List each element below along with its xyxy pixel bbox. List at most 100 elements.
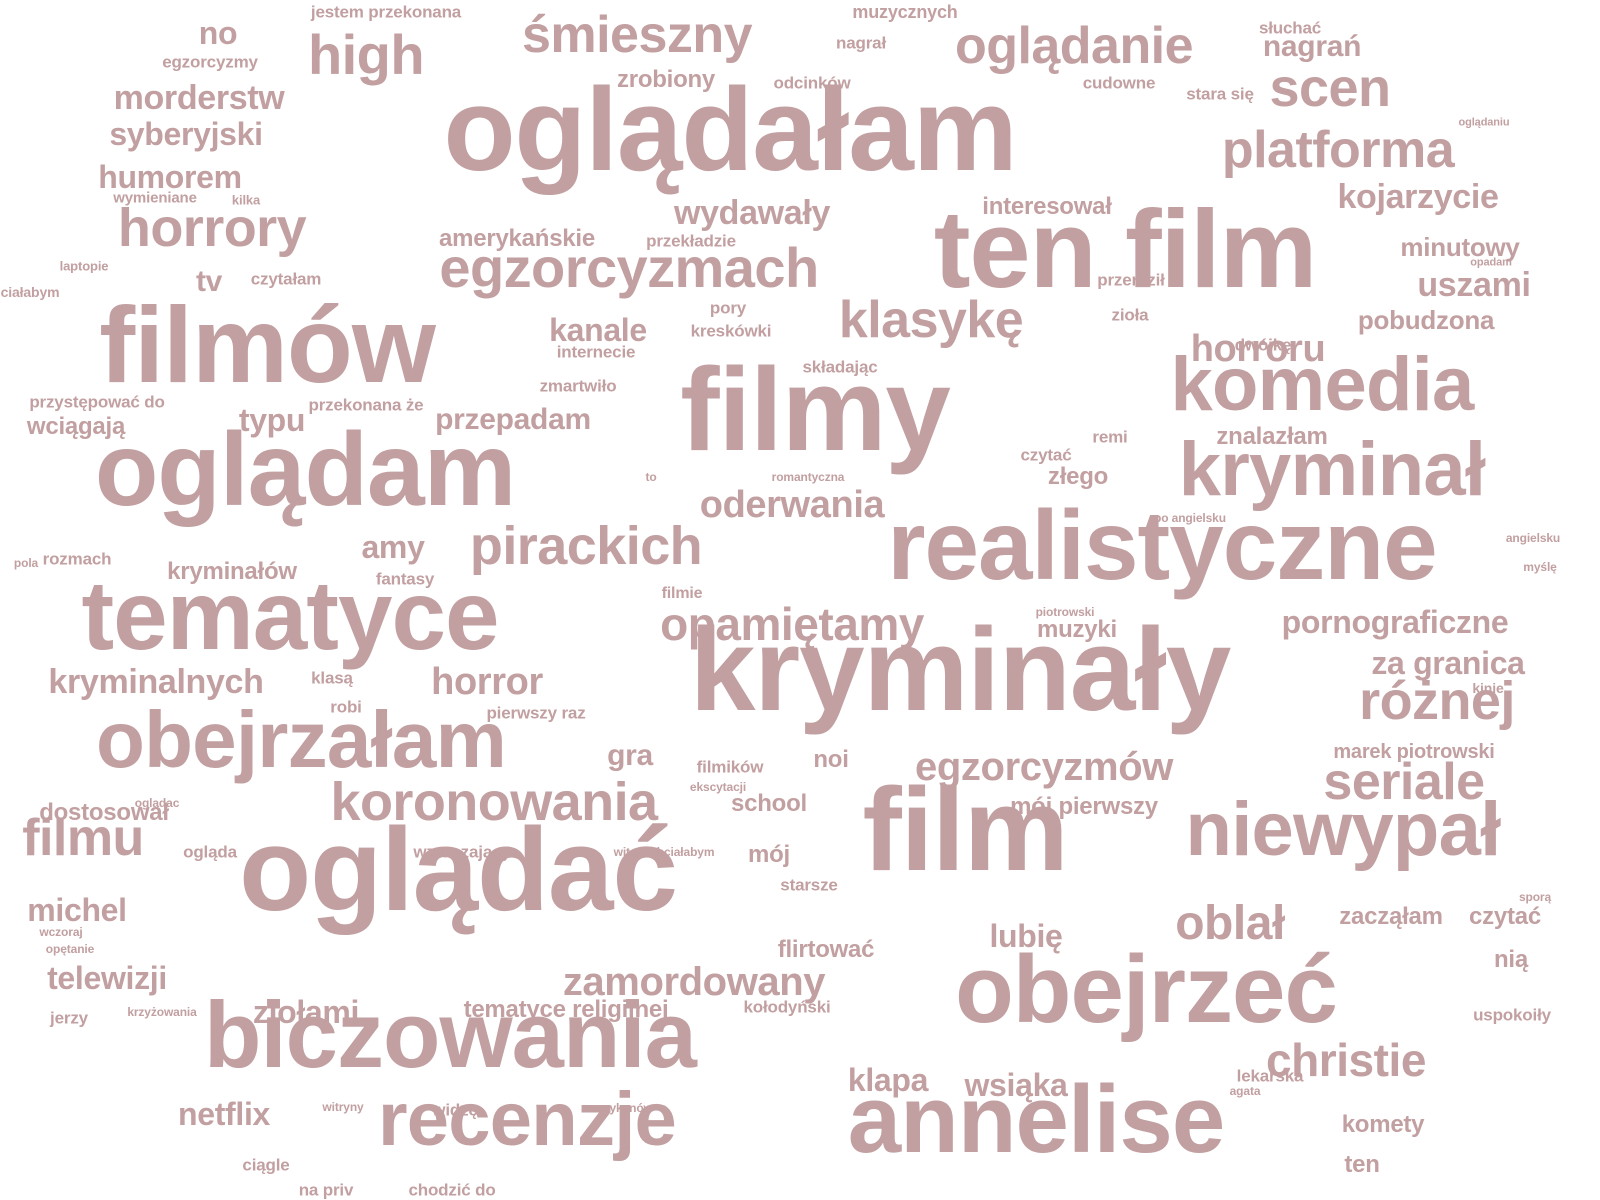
- cloud-word: biczowania: [203, 982, 697, 1087]
- cloud-word: egzorcyzmy: [162, 52, 258, 72]
- cloud-word: klasą: [311, 668, 353, 688]
- cloud-word: komedia: [1170, 342, 1474, 427]
- cloud-word: scen: [1269, 58, 1391, 118]
- cloud-word: śmieszny: [522, 6, 752, 64]
- cloud-word: gra: [607, 739, 653, 772]
- cloud-word: opadam: [1470, 256, 1512, 269]
- cloud-word: uspokoiły: [1473, 1005, 1551, 1025]
- cloud-word: horroru: [1190, 328, 1326, 370]
- cloud-word: wsiąka: [964, 1067, 1068, 1103]
- cloud-word: oderwania: [699, 484, 885, 526]
- cloud-word: romantyczna: [771, 470, 845, 484]
- cloud-word: różnej: [1359, 671, 1515, 731]
- cloud-word: uszami: [1417, 266, 1531, 304]
- cloud-word: oglądałam: [443, 64, 1018, 196]
- cloud-word: ekscytacji: [689, 780, 747, 794]
- cloud-word: starsze: [780, 875, 838, 895]
- cloud-word: filmów: [99, 284, 436, 405]
- cloud-word: złego: [1047, 463, 1109, 490]
- cloud-word: pirackich: [469, 516, 703, 576]
- cloud-word: za granica: [1371, 645, 1525, 681]
- cloud-word: chciałabym: [0, 284, 60, 300]
- cloud-word: po angielsku: [1154, 511, 1226, 525]
- cloud-word: tv: [195, 265, 223, 298]
- cloud-word: kreskówki: [690, 321, 772, 341]
- cloud-word: czytałam: [250, 269, 322, 289]
- cloud-word: witam chciałabym: [613, 845, 715, 859]
- cloud-word: amerykanów: [581, 1101, 653, 1115]
- cloud-word: oglądanie: [954, 17, 1194, 75]
- cloud-word: zrobiony: [616, 66, 716, 93]
- cloud-word: filmików: [696, 757, 764, 777]
- cloud-word: klapa: [847, 1062, 929, 1098]
- cloud-word: pobudzona: [1357, 305, 1495, 335]
- cloud-word: zamordowany: [562, 960, 826, 1004]
- cloud-word: czytać: [1469, 903, 1541, 930]
- cloud-word: cudowne: [1082, 73, 1156, 93]
- cloud-word: ciągle: [242, 1155, 290, 1175]
- cloud-word: chodzić do: [408, 1180, 496, 1200]
- cloud-word: wzruszający: [413, 842, 511, 862]
- cloud-word: oblał: [1175, 897, 1285, 950]
- cloud-word: myślę: [1523, 560, 1557, 574]
- cloud-word: no: [198, 15, 238, 51]
- cloud-word: jerzy: [50, 1008, 88, 1028]
- cloud-word: niewypał: [1185, 787, 1502, 872]
- cloud-word: opętanie: [45, 942, 95, 956]
- cloud-word: rozmach: [42, 549, 112, 569]
- cloud-word: mój: [748, 841, 790, 868]
- cloud-word: filmu: [22, 809, 144, 867]
- cloud-word: typu: [238, 402, 306, 438]
- cloud-word: jestem przekonana: [310, 2, 462, 22]
- cloud-word: kryminały: [689, 604, 1232, 736]
- cloud-word: morderstw: [113, 79, 285, 117]
- cloud-word: kryminałów: [167, 558, 297, 585]
- cloud-word: słuchać: [1258, 18, 1322, 38]
- cloud-word: horrory: [117, 198, 307, 258]
- cloud-word: kołodyński: [743, 997, 831, 1017]
- cloud-word: wczoraj: [39, 925, 83, 939]
- cloud-word: ten: [1344, 1151, 1380, 1178]
- cloud-word: ziołami: [252, 994, 360, 1030]
- cloud-word: nagrał: [836, 33, 886, 53]
- cloud-word: muzyki: [1037, 616, 1117, 643]
- cloud-word: oglądam: [94, 412, 516, 528]
- cloud-word: wydawały: [673, 194, 831, 232]
- cloud-word: piotrowski: [1035, 605, 1095, 619]
- cloud-word: przystępować do: [29, 392, 165, 412]
- cloud-word: annelise: [847, 1066, 1225, 1173]
- cloud-word: high: [308, 23, 425, 86]
- cloud-word: komety: [1341, 1111, 1425, 1138]
- cloud-word: zacząłam: [1339, 903, 1443, 930]
- cloud-word: lubię: [989, 918, 1063, 954]
- cloud-word: horror: [431, 661, 543, 703]
- cloud-word: mój pierwszy: [1010, 793, 1158, 820]
- cloud-word: pory: [709, 298, 747, 318]
- cloud-word: oglądaniu: [1458, 116, 1510, 129]
- cloud-word: nią: [1494, 946, 1528, 973]
- cloud-word: humorem: [98, 159, 242, 195]
- cloud-word: kryminał: [1178, 427, 1486, 512]
- cloud-word: tematyce: [81, 560, 499, 670]
- cloud-word: wymieniane: [113, 189, 197, 207]
- cloud-word: przepadam: [435, 403, 591, 436]
- cloud-word: angielsku: [1505, 531, 1561, 545]
- cloud-word: egzorcyzmach: [439, 236, 819, 299]
- cloud-word: filmy: [680, 344, 951, 476]
- cloud-word: pornograficzne: [1281, 604, 1509, 640]
- cloud-word: noi: [813, 746, 849, 773]
- cloud-word: sporą: [1518, 890, 1552, 904]
- cloud-word: agata: [1229, 1084, 1261, 1098]
- cloud-word: platforma: [1221, 121, 1455, 179]
- cloud-word: przeraził: [1097, 270, 1165, 290]
- cloud-word: amerykańskie: [439, 225, 595, 252]
- cloud-word: marek piotrowski: [1333, 741, 1495, 763]
- cloud-word: filmie: [661, 585, 703, 602]
- cloud-word: witryny: [322, 1100, 364, 1114]
- cloud-word: kanale: [549, 312, 647, 348]
- cloud-word: odcinków: [773, 73, 851, 93]
- cloud-word: dwójkę: [1234, 335, 1292, 355]
- cloud-word: ten film: [933, 188, 1317, 311]
- cloud-word: netflix: [178, 1096, 270, 1132]
- cloud-word: koronowania: [330, 772, 658, 832]
